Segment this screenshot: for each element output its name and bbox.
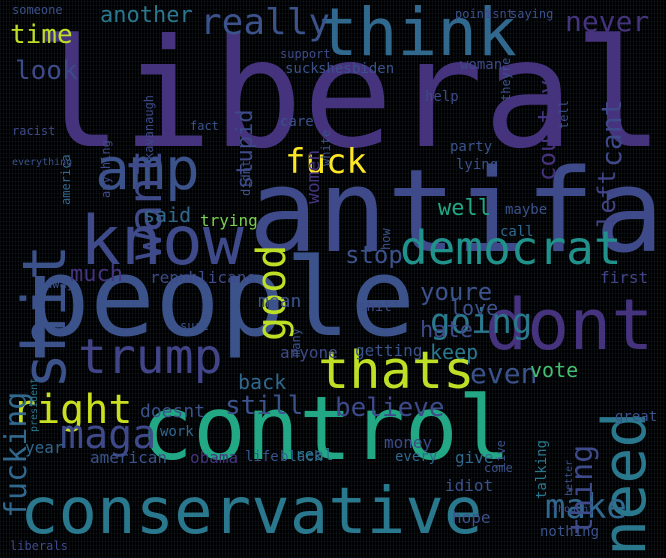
cloud-word: trying <box>200 211 258 230</box>
cloud-word: hope <box>452 508 491 527</box>
cloud-word: point <box>455 7 492 21</box>
cloud-word: how <box>379 227 393 250</box>
cloud-word: life <box>245 449 279 465</box>
cloud-word: right <box>12 387 133 433</box>
cloud-word: keep <box>430 340 479 364</box>
cloud-word: away <box>45 277 74 291</box>
cloud-word: care <box>280 114 314 130</box>
cloud-word: anything <box>99 139 113 198</box>
cloud-word: american <box>90 448 168 467</box>
cloud-word: first <box>600 268 649 287</box>
cloud-word: great <box>615 409 658 425</box>
cloud-word: cant <box>595 99 628 168</box>
cloud-word: year <box>25 438 64 457</box>
cloud-word: talking <box>534 439 550 499</box>
cloud-word: money <box>384 433 433 452</box>
cloud-word: thats <box>318 341 475 401</box>
cloud-word: saying <box>510 7 554 21</box>
cloud-word: look <box>15 56 78 86</box>
cloud-word: conservative <box>20 475 483 549</box>
cloud-word: shes <box>318 61 352 77</box>
cloud-word: maga <box>60 412 157 458</box>
cloud-word: isnt <box>485 7 514 21</box>
cloud-word: antifa <box>248 145 664 279</box>
cloud-word: thought <box>552 504 595 515</box>
cloud-word: said <box>143 203 192 227</box>
cloud-word: mean <box>258 291 302 312</box>
cloud-word: lying <box>456 157 499 173</box>
cloud-word: better <box>564 459 575 496</box>
cloud-word: party <box>450 139 493 155</box>
cloud-word: idiot <box>445 476 494 495</box>
cloud-word: biden <box>352 61 395 77</box>
cloud-word: know <box>80 202 244 281</box>
cloud-word: suck <box>285 61 319 77</box>
cloud-word: doesnt <box>140 401 206 422</box>
cloud-word: liberals <box>10 539 68 553</box>
cloud-word: back <box>238 370 287 394</box>
cloud-word: maybe <box>505 202 548 218</box>
cloud-word: fact <box>190 119 219 133</box>
cloud-word: time <box>10 20 73 50</box>
cloud-word: well <box>438 196 491 221</box>
cloud-word: trump <box>78 329 223 385</box>
cloud-word: many <box>289 327 303 357</box>
cloud-word: anyone <box>280 343 338 362</box>
cloud-word: republicans <box>150 268 256 287</box>
cloud-word: president <box>29 377 40 432</box>
cloud-word: amp <box>95 135 200 203</box>
cloud-word: every <box>395 449 438 465</box>
cloud-word: come <box>484 461 513 475</box>
cloud-word: getting <box>355 341 423 360</box>
cloud-word: racist <box>12 124 56 138</box>
cloud-word: kavanaugh <box>142 94 156 160</box>
cloud-word: much <box>70 262 123 287</box>
cloud-word: fuck <box>285 142 367 182</box>
cloud-word: theyre <box>499 57 513 102</box>
cloud-word: people <box>25 236 416 361</box>
cloud-word: never <box>565 5 650 38</box>
cloud-word: youre <box>420 278 493 306</box>
cloud-word: stop <box>345 241 403 269</box>
cloud-word: real <box>295 445 334 464</box>
cloud-word: even <box>470 357 538 390</box>
cloud-word: sure <box>180 319 209 333</box>
cloud-word: country <box>533 79 561 181</box>
cloud-word: live <box>494 439 508 469</box>
cloud-word: left <box>593 169 621 228</box>
cloud-word: obama <box>190 448 239 467</box>
cloud-word: believe <box>335 393 445 423</box>
cloud-word: control <box>140 377 511 480</box>
cloud-word: liberal <box>31 8 664 182</box>
cloud-word: white <box>319 129 333 166</box>
cloud-word: someone <box>12 3 63 17</box>
cloud-word: love <box>450 296 499 320</box>
cloud-word: another <box>100 3 193 28</box>
cloud-word: didnt <box>239 159 253 196</box>
cloud-word: think <box>318 0 517 71</box>
cloud-word: still <box>225 391 304 421</box>
cloud-word: call <box>500 224 534 240</box>
cloud-word: nothing <box>540 524 600 540</box>
cloud-word: tell <box>557 99 571 129</box>
cloud-word: shit' <box>358 299 401 315</box>
cloud-word: shit <box>10 244 80 390</box>
cloud-word: hate <box>420 318 473 343</box>
cloud-word: black <box>280 449 323 465</box>
cloud-word: need <box>590 411 660 557</box>
cloud-word: make <box>545 487 627 527</box>
cloud-word: help <box>425 89 459 105</box>
cloud-word: work <box>160 424 194 440</box>
cloud-word: democrat <box>400 221 622 275</box>
cloud-word: going <box>430 302 533 342</box>
cloud-word: vote <box>530 358 579 382</box>
cloud-word: everything <box>12 157 73 168</box>
cloud-word: really <box>200 2 331 43</box>
cloud-word: support <box>280 47 331 61</box>
cloud-word: give <box>455 448 494 467</box>
cloud-word: dont <box>485 284 654 366</box>
cloud-word: woman <box>460 57 503 73</box>
